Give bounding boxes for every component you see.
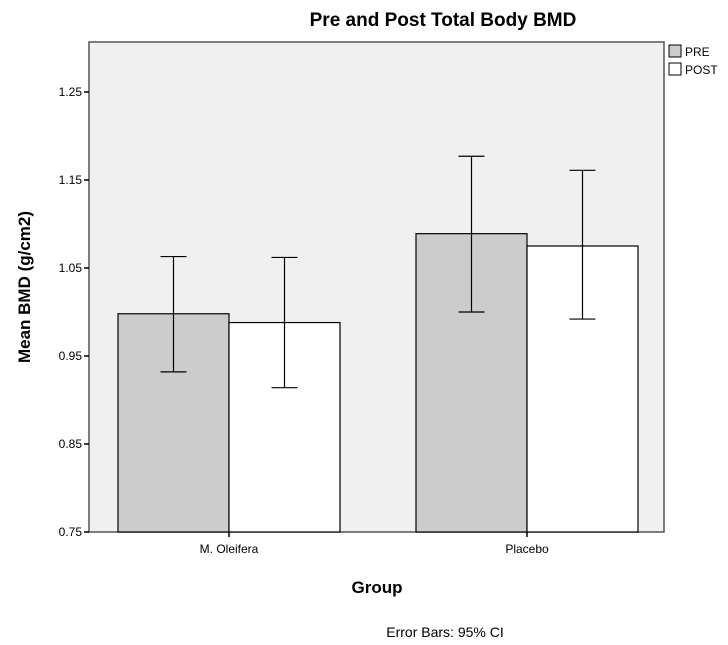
y-tick-label: 0.85 [59, 437, 83, 451]
y-tick-label: 0.95 [59, 349, 83, 363]
error-bars [160, 155, 596, 389]
y-tick-label: 1.15 [59, 173, 83, 187]
y-axis-title: Mean BMD (g/cm2) [15, 211, 34, 363]
y-axis: 0.75 0.85 0.95 1.05 1.15 1.25 [59, 85, 89, 539]
y-tick-label: 0.75 [59, 525, 83, 539]
error-bars-note: Error Bars: 95% CI [386, 624, 503, 640]
x-tick-label: Placebo [505, 542, 549, 556]
y-tick-label: 1.05 [59, 261, 83, 275]
chart-title: Pre and Post Total Body BMD [310, 10, 577, 31]
x-tick-label: M. Oleifera [200, 542, 259, 556]
y-tick-label: 1.25 [59, 85, 83, 99]
legend: PRE POST [668, 44, 718, 77]
legend-label-pre: PRE [685, 45, 710, 59]
legend-label-post: POST [685, 63, 718, 77]
legend-swatch-post [668, 62, 682, 76]
x-axis: M. Oleifera Placebo [200, 532, 549, 556]
legend-swatch-pre [668, 44, 682, 58]
x-axis-title: Group [352, 578, 403, 597]
